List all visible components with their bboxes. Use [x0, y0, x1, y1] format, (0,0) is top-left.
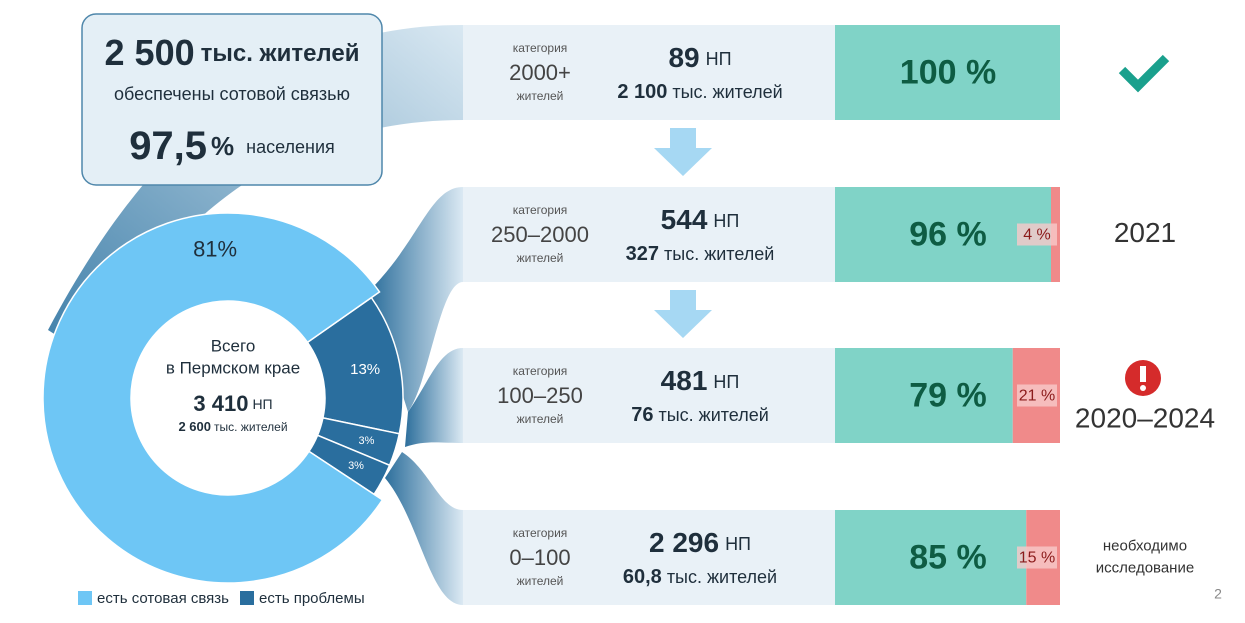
category-unit: жителей — [517, 251, 564, 265]
row-panel — [463, 25, 835, 120]
population-unit: тыс. жителей — [658, 405, 768, 425]
share-text: населения — [246, 137, 335, 157]
np-count: 544 — [661, 204, 708, 235]
population-unit: тыс. жителей — [672, 82, 782, 102]
category-range: 100–250 — [497, 383, 583, 408]
share-line: 97,5% населения — [129, 124, 335, 168]
count-unit: НП — [252, 396, 272, 412]
population: 2 600 — [178, 419, 211, 434]
np-line: 89 НП — [668, 42, 731, 73]
residents-unit: тыс. жителей — [201, 40, 360, 67]
category-range: 2000+ — [509, 60, 571, 85]
category-label: категория — [513, 526, 568, 540]
gap-label-bg — [1017, 223, 1057, 246]
arrow — [654, 128, 712, 176]
legend-swatch — [240, 591, 254, 605]
center-text: Всего — [211, 336, 256, 355]
gap-label: 15 % — [1019, 550, 1055, 567]
gap-label: 4 % — [1023, 227, 1051, 244]
share: 97,5 — [129, 124, 207, 168]
np-count: 89 — [668, 42, 699, 73]
funnel-band — [385, 452, 463, 605]
slice-label: 3% — [348, 460, 364, 472]
row-panel — [463, 187, 835, 282]
coverage-bar — [835, 25, 1060, 120]
population: 76 — [631, 404, 653, 426]
row-panel — [463, 348, 835, 443]
alert-icon — [1140, 366, 1146, 382]
category-unit: жителей — [517, 412, 564, 426]
np-unit: НП — [706, 49, 732, 69]
np-count: 2 296 — [649, 527, 719, 558]
category-unit: жителей — [517, 574, 564, 588]
status-text: 2021 — [1114, 217, 1176, 248]
population-line: 60,8 тыс. жителей — [623, 566, 777, 588]
population-unit: тыс. жителей — [214, 420, 288, 434]
count: 3 410 — [193, 391, 248, 416]
page-number: 2 — [1214, 586, 1222, 602]
legend-swatch — [78, 591, 92, 605]
summary-text: обеспечены сотовой связью — [114, 84, 350, 104]
donut-slice — [42, 212, 384, 584]
coverage-label: 100 % — [900, 53, 996, 91]
arrow — [654, 290, 712, 338]
population-line: 2 100 тыс. жителей — [617, 81, 782, 103]
alert-icon — [1140, 385, 1146, 391]
slice-label: 13% — [350, 361, 380, 378]
category-label: категория — [513, 41, 568, 55]
category-range: 0–100 — [509, 545, 570, 570]
legend-label: есть сотовая связь — [97, 590, 229, 607]
population: 327 — [626, 243, 659, 265]
check-icon — [1118, 54, 1170, 93]
population: 2 100 — [617, 81, 667, 103]
row-panel — [463, 510, 835, 605]
legend-label: есть проблемы — [259, 590, 365, 607]
np-unit: НП — [713, 211, 739, 231]
gap-label-bg — [1017, 384, 1057, 407]
coverage-bar — [835, 187, 1051, 282]
status-text: необходимо — [1103, 537, 1187, 554]
coverage-label: 85 % — [909, 538, 987, 576]
np-line: 481 НП — [661, 365, 740, 396]
coverage-label: 96 % — [909, 215, 987, 253]
population-unit: тыс. жителей — [664, 244, 774, 264]
status-text: 2020–2024 — [1075, 402, 1215, 433]
share-unit: % — [211, 131, 234, 161]
gap-label-bg — [1017, 546, 1057, 569]
summary-line: 2 500 тыс. жителей — [105, 32, 360, 73]
np-line: 544 НП — [661, 204, 740, 235]
center-count: 3 410 НП — [193, 391, 272, 416]
np-count: 481 — [661, 365, 708, 396]
gap-label: 21 % — [1019, 388, 1055, 405]
np-unit: НП — [725, 534, 751, 554]
np-line: 2 296 НП — [649, 527, 751, 558]
status-text: исследование — [1096, 559, 1194, 576]
population-line: 327 тыс. жителей — [626, 243, 775, 265]
donut: 13% 3% 3% 81% — [42, 212, 404, 584]
category-label: категория — [513, 364, 568, 378]
np-unit: НП — [713, 372, 739, 392]
population-line: 76 тыс. жителей — [631, 404, 769, 426]
residents: 2 500 — [105, 32, 195, 73]
funnel-band — [405, 348, 463, 447]
slice-label: 81% — [193, 236, 237, 261]
center-text: в Пермском крае — [166, 358, 300, 377]
summary-box — [81, 13, 383, 186]
coverage-bar — [835, 348, 1013, 443]
coverage-label: 79 % — [909, 376, 987, 414]
population-unit: тыс. жителей — [667, 567, 777, 587]
slice-label: 3% — [359, 435, 375, 447]
category-label: категория — [513, 203, 568, 217]
population: 60,8 — [623, 566, 662, 588]
coverage-bar — [835, 510, 1027, 605]
category-unit: жителей — [517, 89, 564, 103]
category-range: 250–2000 — [491, 222, 589, 247]
center-population: 2 600 тыс. жителей — [178, 419, 287, 434]
